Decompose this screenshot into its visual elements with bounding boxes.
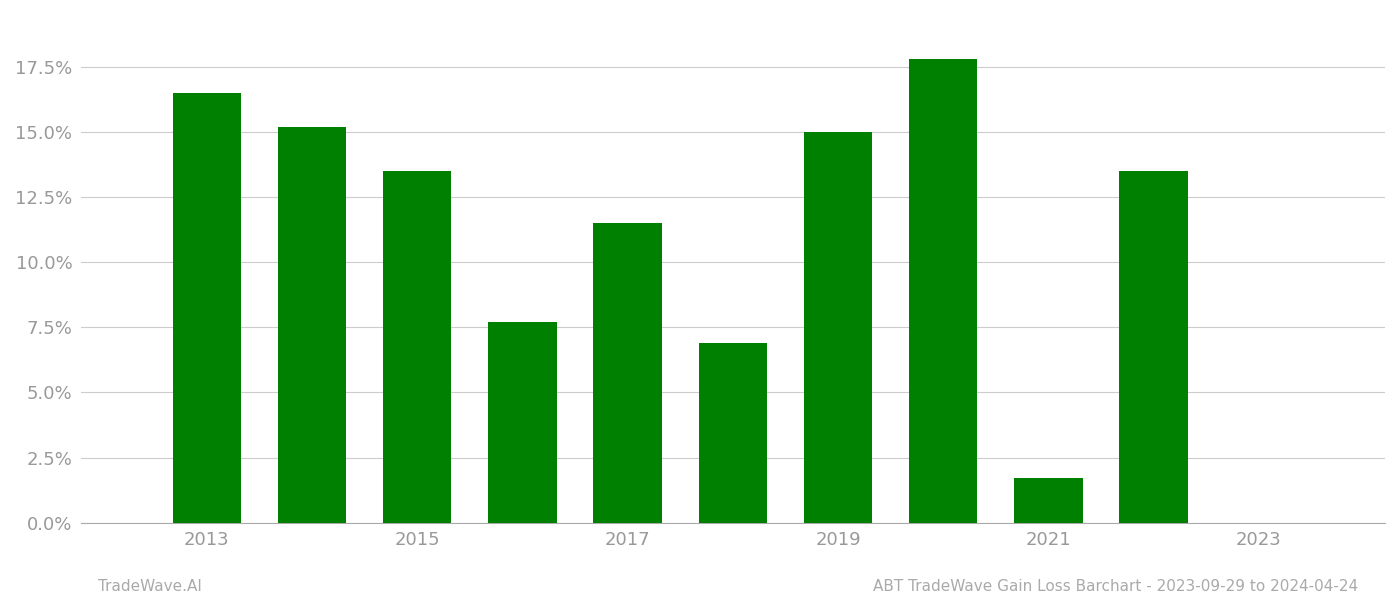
Text: ABT TradeWave Gain Loss Barchart - 2023-09-29 to 2024-04-24: ABT TradeWave Gain Loss Barchart - 2023-… [872, 579, 1358, 594]
Bar [1014, 478, 1082, 523]
Bar [277, 127, 346, 523]
Bar [909, 59, 977, 523]
Bar [384, 171, 451, 523]
Text: TradeWave.AI: TradeWave.AI [98, 579, 202, 594]
Bar [1120, 171, 1187, 523]
Bar [699, 343, 767, 523]
Bar [804, 132, 872, 523]
Bar [489, 322, 557, 523]
Bar [594, 223, 662, 523]
Bar [172, 93, 241, 523]
